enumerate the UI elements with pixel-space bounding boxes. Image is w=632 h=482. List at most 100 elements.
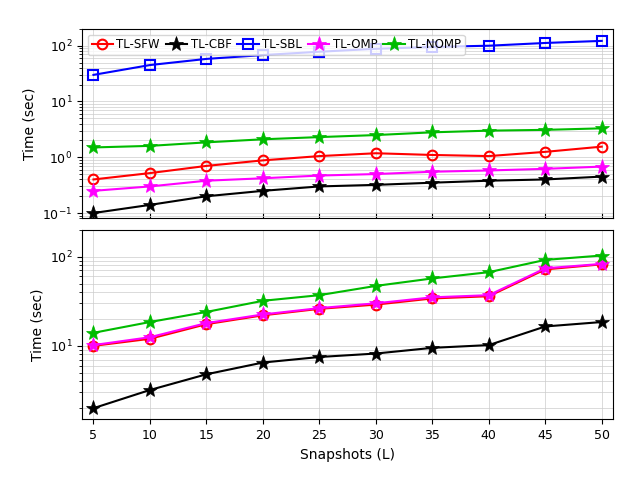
TL-SFW [428,152,436,158]
TL-OMP [146,335,154,340]
TL-CBF [485,342,492,348]
TL-OMP [598,164,605,170]
TL-CBF [203,372,210,377]
TL-NOMP [542,257,549,263]
Line: TL-SFW: TL-SFW [88,259,607,351]
TL-SBL [90,72,97,78]
TL-SBL [598,38,605,44]
TL-NOMP [542,127,549,133]
TL-NOMP [315,134,323,140]
TL-CBF [146,387,154,393]
TL-SFW [203,321,210,327]
TL-OMP [90,342,97,348]
TL-CBF [542,323,549,329]
TL-SFW [315,153,323,159]
TL-NOMP [428,276,436,281]
TL-OMP [315,305,323,311]
TL-NOMP [485,128,492,134]
TL-CBF [428,345,436,351]
TL-SFW [372,302,380,308]
Legend: TL-SFW, TL-CBF, TL-SBL, TL-OMP, TL-NOMP: TL-SFW, TL-CBF, TL-SBL, TL-OMP, TL-NOMP [88,35,465,55]
TL-SBL [542,40,549,46]
TL-SFW [542,267,549,272]
Line: TL-OMP: TL-OMP [86,256,609,353]
TL-OMP [485,168,492,174]
TL-NOMP [90,330,97,336]
TL-OMP [428,295,436,300]
TL-SFW [372,150,380,156]
Line: TL-CBF: TL-CBF [86,314,609,416]
TL-SFW [203,163,210,169]
Line: TL-SBL: TL-SBL [88,36,607,80]
Line: TL-CBF: TL-CBF [86,169,609,221]
TL-OMP [203,178,210,184]
TL-SFW [485,153,492,159]
Line: TL-OMP: TL-OMP [86,159,609,199]
TL-CBF [372,182,380,188]
Line: TL-NOMP: TL-NOMP [86,248,609,340]
TL-NOMP [428,130,436,135]
TL-CBF [259,360,267,365]
X-axis label: Snapshots (L): Snapshots (L) [300,448,395,462]
TL-SFW [259,312,267,318]
TL-SBL [259,52,267,58]
TL-CBF [485,178,492,184]
TL-NOMP [259,298,267,304]
TL-OMP [203,320,210,326]
TL-SFW [485,294,492,299]
TL-NOMP [203,139,210,145]
TL-SFW [90,176,97,182]
TL-SBL [146,62,154,68]
TL-OMP [315,173,323,178]
Line: TL-SFW: TL-SFW [88,142,607,184]
TL-SFW [259,158,267,163]
TL-SFW [315,306,323,312]
TL-SFW [428,295,436,301]
Y-axis label: Time (sec): Time (sec) [30,288,44,361]
TL-CBF [372,350,380,356]
TL-OMP [259,311,267,317]
TL-OMP [485,292,492,298]
TL-CBF [598,174,605,179]
TL-OMP [428,169,436,174]
TL-SFW [90,343,97,349]
TL-SFW [598,144,605,149]
TL-SFW [598,261,605,267]
TL-CBF [90,210,97,216]
TL-CBF [315,184,323,189]
TL-NOMP [146,319,154,325]
TL-OMP [372,300,380,306]
TL-NOMP [259,136,267,142]
TL-NOMP [372,132,380,138]
TL-OMP [372,171,380,177]
TL-OMP [598,261,605,267]
TL-OMP [542,266,549,271]
TL-CBF [90,405,97,411]
TL-OMP [259,175,267,181]
TL-SFW [146,336,154,342]
TL-NOMP [485,269,492,275]
TL-CBF [598,319,605,325]
TL-CBF [428,180,436,186]
Y-axis label: Time (sec): Time (sec) [23,87,37,160]
TL-CBF [542,176,549,182]
TL-CBF [146,202,154,208]
TL-SBL [485,43,492,49]
TL-NOMP [90,145,97,150]
TL-SBL [428,44,436,50]
TL-CBF [259,188,267,194]
TL-SFW [146,170,154,176]
TL-OMP [542,166,549,172]
TL-NOMP [598,253,605,258]
Line: TL-NOMP: TL-NOMP [86,120,609,155]
TL-OMP [90,188,97,194]
TL-NOMP [146,143,154,149]
TL-SBL [372,46,380,52]
TL-CBF [315,354,323,360]
TL-NOMP [203,309,210,315]
TL-NOMP [598,125,605,131]
TL-SBL [203,56,210,62]
TL-NOMP [315,292,323,298]
TL-SBL [315,49,323,54]
TL-SFW [542,149,549,155]
